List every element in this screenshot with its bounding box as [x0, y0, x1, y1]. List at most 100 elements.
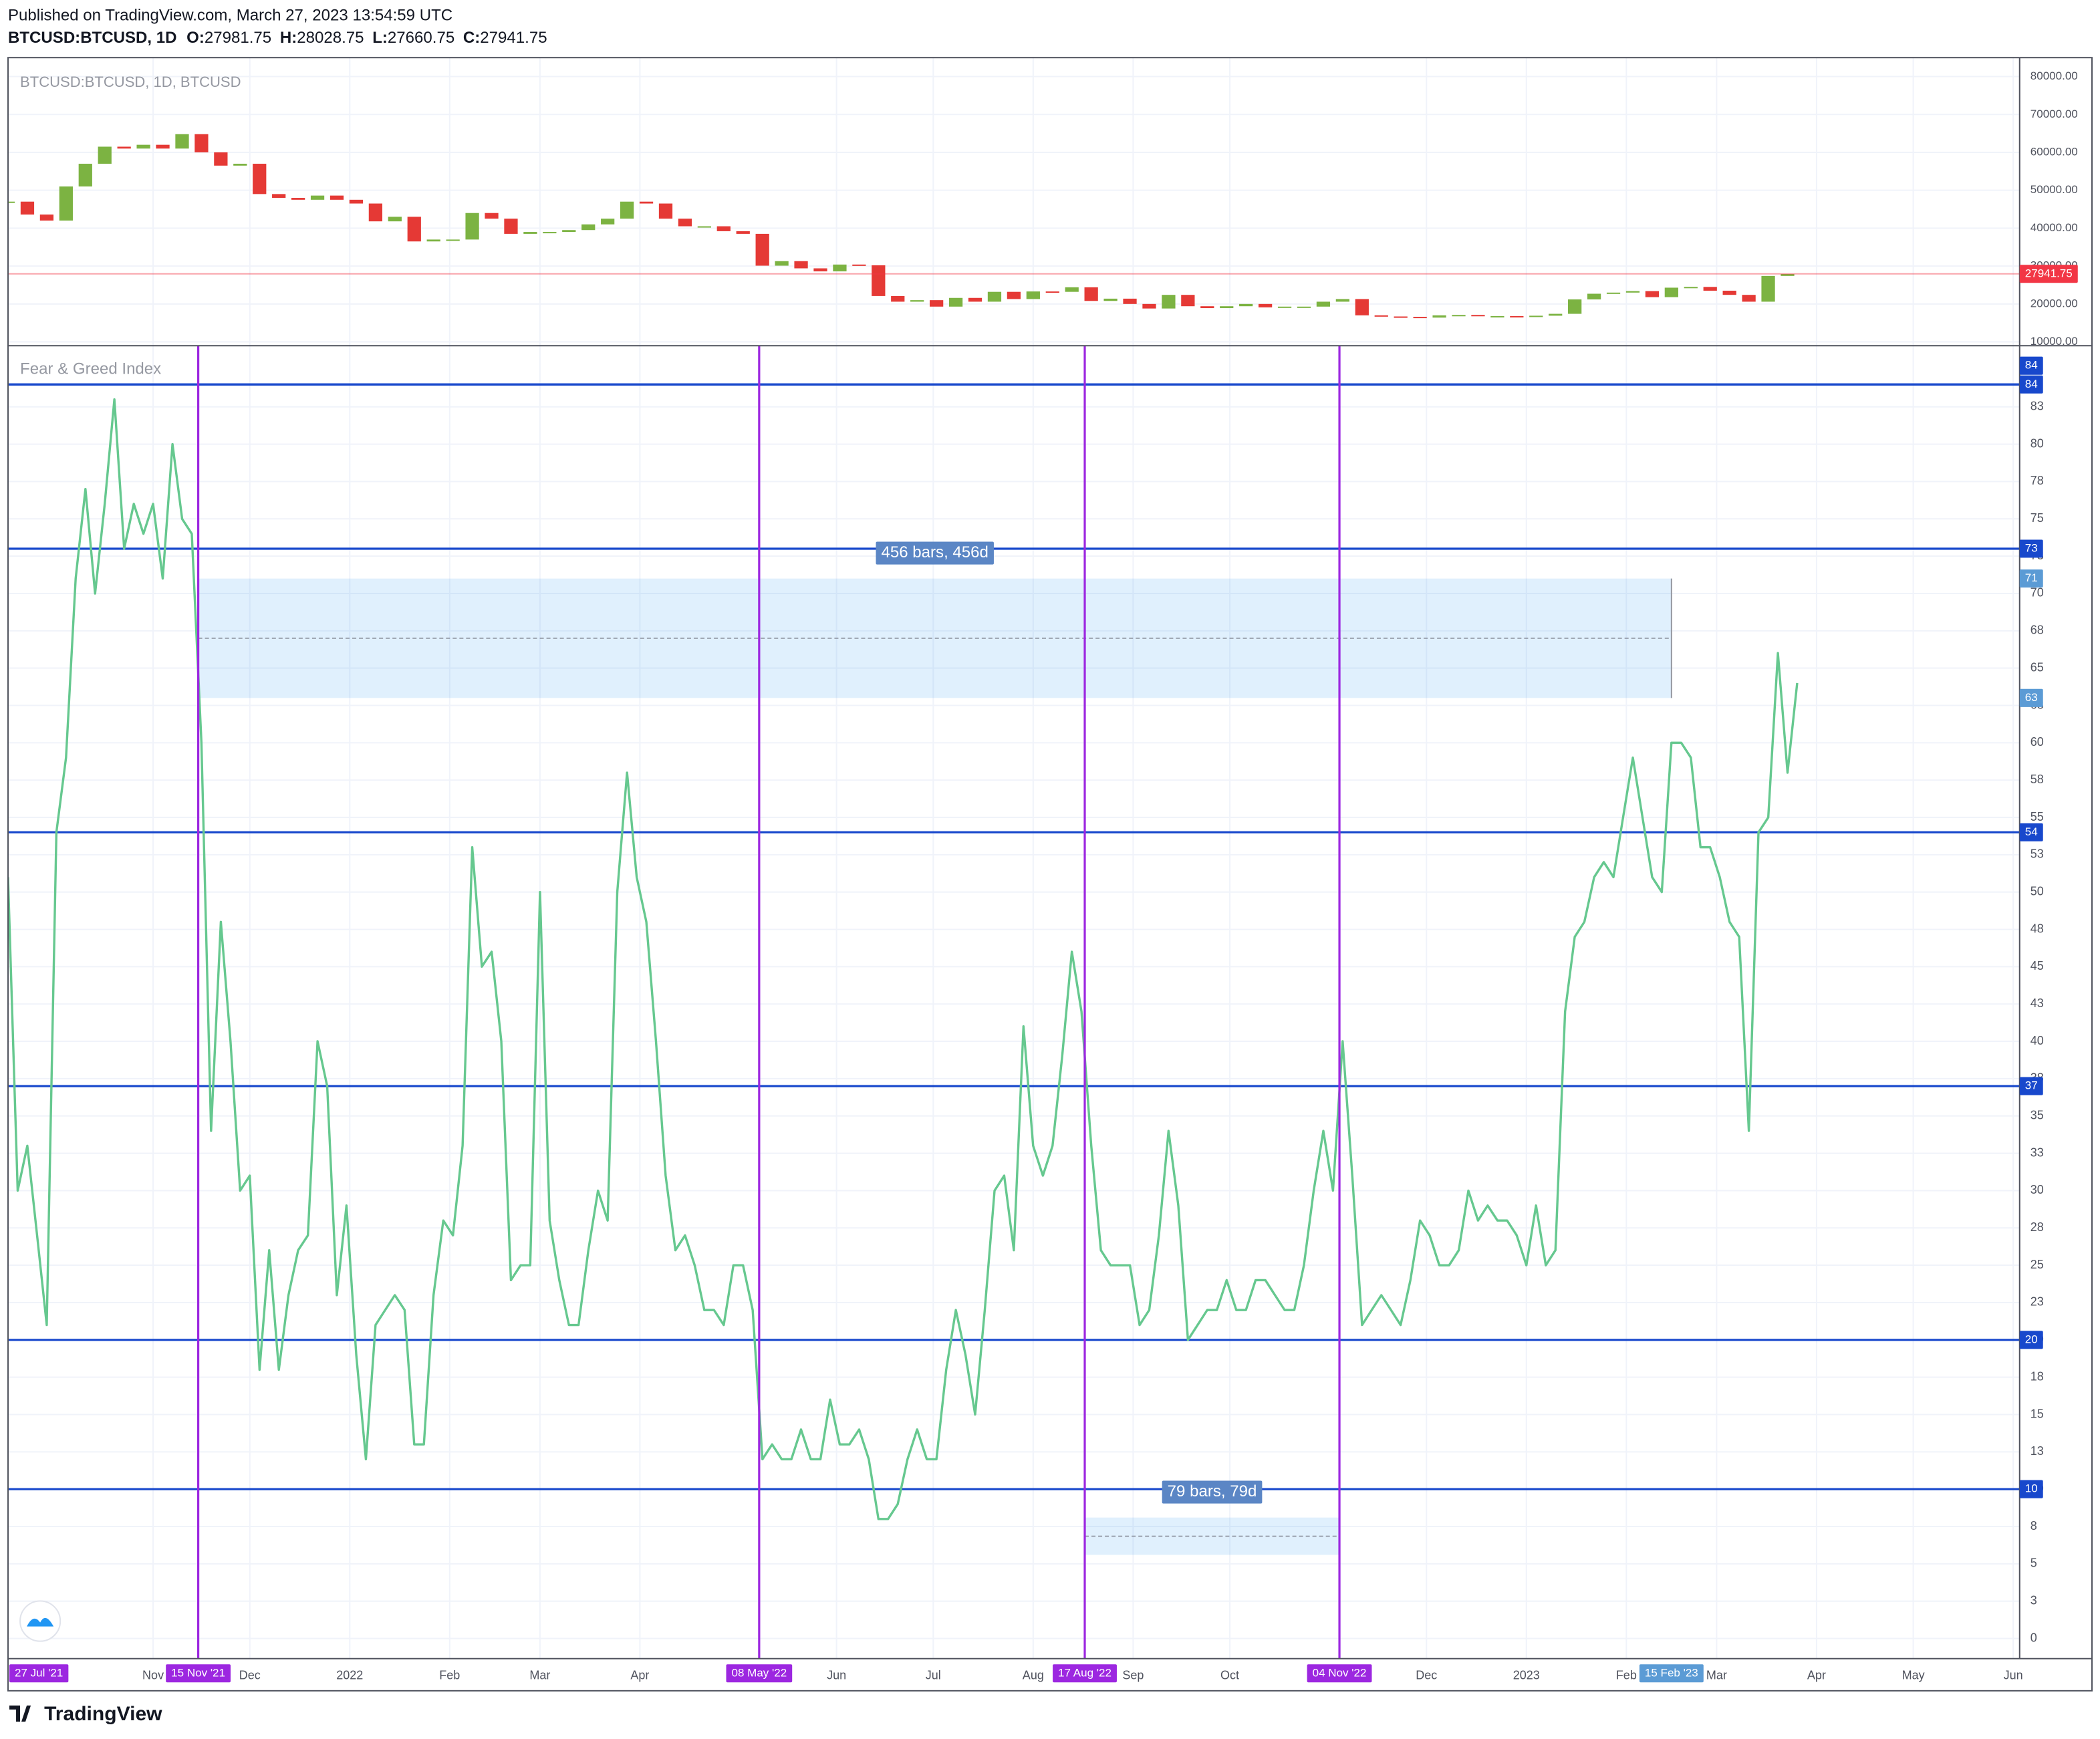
- candle: [523, 232, 537, 234]
- candle: [813, 268, 827, 272]
- candle: [794, 261, 808, 269]
- x-tick-label: Oct: [1220, 1669, 1239, 1682]
- x-tick-label: 2022: [336, 1669, 363, 1682]
- watermark-logo: [19, 1600, 61, 1642]
- x-tick-label: Mar: [529, 1669, 550, 1682]
- y-tick-label: 48: [2030, 922, 2044, 935]
- footer-brand: TradingView: [9, 1703, 162, 1725]
- y-tick-label: 35: [2030, 1109, 2044, 1122]
- y-tick-label: 23: [2030, 1295, 2044, 1309]
- candle: [1258, 303, 1273, 307]
- y-tick-label: 40: [2030, 1034, 2044, 1047]
- candle: [910, 300, 924, 302]
- candle: [1335, 299, 1350, 302]
- candle: [1084, 287, 1098, 301]
- x-tick-label: Jul: [926, 1669, 941, 1682]
- candle: [310, 195, 325, 200]
- indicator-title: Fear & Greed Index: [20, 360, 161, 378]
- x-tick-label: 2023: [1513, 1669, 1540, 1682]
- y-tick-label: 18: [2030, 1369, 2044, 1383]
- candle: [1761, 275, 1775, 302]
- level-tag-box: [2019, 1077, 2043, 1095]
- candle: [581, 224, 596, 231]
- candle: [716, 226, 731, 231]
- level-tag: 54: [2025, 825, 2038, 838]
- candle: [1722, 290, 1736, 295]
- symbol-header: BTCUSD:BTCUSD, 1D O:27981.75 H:28028.75 …: [8, 29, 547, 47]
- candle: [59, 186, 73, 221]
- published-note: Published on TradingView.com, March 27, …: [8, 6, 452, 24]
- candle: [852, 264, 866, 266]
- level-tag-box: [2019, 823, 2043, 841]
- x-tick-label: Sep: [1122, 1669, 1144, 1682]
- y-tick-label: 40000.00: [2030, 221, 2078, 234]
- last-price-tag-box: [2019, 265, 2078, 283]
- candle: [465, 213, 479, 240]
- candle: [1413, 317, 1427, 319]
- marker-tag-box: [726, 1664, 793, 1683]
- candle: [1220, 306, 1234, 309]
- candle: [485, 213, 499, 219]
- ohlc-label: O:: [186, 29, 205, 47]
- y-tick-label: 28: [2030, 1220, 2044, 1234]
- x-tick-label: Dec: [1416, 1669, 1437, 1682]
- candle: [136, 144, 150, 149]
- candle: [1664, 287, 1678, 297]
- level-tag: 10: [2025, 1482, 2038, 1495]
- y-tick-label: 3: [2030, 1593, 2037, 1607]
- marker-tag: 15 Nov '21: [171, 1666, 225, 1679]
- ohlc-label: H:: [280, 29, 297, 47]
- candle: [1123, 298, 1137, 304]
- candle: [1394, 316, 1408, 318]
- candle: [1510, 315, 1524, 317]
- y-tick-label: 15: [2030, 1407, 2044, 1420]
- candle: [678, 219, 692, 227]
- y-tick-label: 80: [2030, 436, 2044, 450]
- y-tick-label: 55: [2030, 810, 2044, 823]
- candle: [407, 217, 421, 242]
- level-tag-box: [2019, 1331, 2043, 1349]
- candle: [601, 219, 615, 225]
- price-pane: [8, 134, 2020, 319]
- candle: [1568, 299, 1582, 314]
- candle: [1026, 291, 1040, 299]
- y-tick-label: 75: [2030, 511, 2044, 525]
- candle: [872, 265, 886, 296]
- x-tick-label: Feb: [1616, 1669, 1637, 1682]
- candle: [930, 300, 944, 307]
- candle: [272, 194, 286, 198]
- range-low-tag-box: [2019, 688, 2043, 707]
- range-high-tag: 71: [2025, 571, 2038, 584]
- marker-tag: 08 May '22: [732, 1666, 787, 1679]
- x-tick-label: Jun: [2004, 1669, 2023, 1682]
- candle: [1703, 287, 1717, 291]
- axes: Nov Dec 2022 Feb Mar Apr Jun Jul Aug Sep Oct Dec 202…: [9, 70, 2078, 1683]
- x-tick-label: Aug: [1023, 1669, 1044, 1682]
- candle: [291, 198, 305, 200]
- candle: [1103, 298, 1118, 301]
- candle: [736, 231, 750, 234]
- candle: [1142, 303, 1156, 309]
- candle: [175, 134, 189, 149]
- x-tick-label: Apr: [630, 1669, 649, 1682]
- candle: [1200, 306, 1214, 309]
- candle: [78, 163, 92, 187]
- x-tick-label: Jun: [827, 1669, 846, 1682]
- range-label: 456 bars, 456d: [882, 543, 989, 561]
- level-tag: 20: [2025, 1333, 2038, 1345]
- y-tick-label: 70: [2030, 586, 2044, 599]
- ohlc-value: 27981.75: [205, 29, 271, 47]
- candle: [1162, 295, 1176, 309]
- y-tick-label: 53: [2030, 847, 2044, 861]
- x-tick-label: May: [1902, 1669, 1925, 1682]
- x-tick-label: Apr: [1807, 1669, 1826, 1682]
- y-tick-label: 80000.00: [2030, 70, 2078, 82]
- candle: [117, 146, 131, 149]
- level-tag-box: [2019, 1480, 2043, 1498]
- ohlc-label: L:: [372, 29, 388, 47]
- y-tick-label: 65: [2030, 660, 2044, 674]
- y-tick-label: 5: [2030, 1557, 2037, 1570]
- candle: [639, 201, 654, 204]
- candle: [620, 201, 634, 219]
